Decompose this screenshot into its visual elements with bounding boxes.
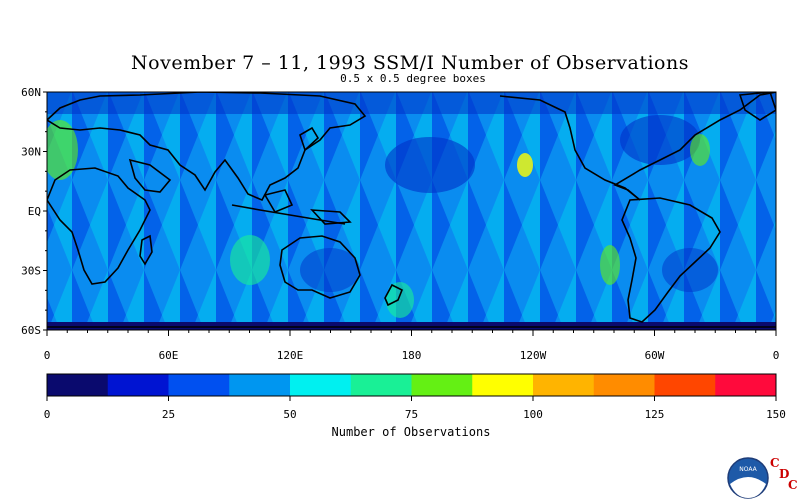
- madagascar-coast: [139, 234, 153, 266]
- colorbar-tick-label: 125: [645, 408, 665, 421]
- colorbar-swatch: [411, 374, 473, 396]
- lon-label: 180: [402, 349, 422, 362]
- page-title: November 7 – 11, 1993 SSM/I Number of Ob…: [131, 52, 689, 74]
- colorbar-tick-label: 25: [162, 408, 175, 421]
- colorbar-swatch: [107, 374, 169, 396]
- noaa-logo: NOAA: [727, 457, 769, 499]
- colorbar: [46, 373, 777, 397]
- colorbar-swatch: [229, 374, 291, 396]
- colorbar-tick-label: 75: [405, 408, 418, 421]
- longitude-ticks: [46, 330, 777, 336]
- lat-label: 60N: [21, 86, 41, 99]
- colorbar-swatch: [593, 374, 655, 396]
- lon-label: 120W: [520, 349, 547, 362]
- observation-field: [47, 92, 776, 330]
- colorbar-swatch: [533, 374, 595, 396]
- page-subtitle: 0.5 x 0.5 degree boxes: [340, 72, 486, 85]
- lon-label: 60W: [645, 349, 665, 362]
- lon-label: 0: [44, 349, 51, 362]
- borneo-coast: [263, 189, 294, 214]
- new-guinea-coast: [310, 209, 352, 225]
- lat-label: EQ: [28, 205, 41, 218]
- longitude-labels: 0 60E 120E 180 120W 60W 0: [44, 349, 780, 362]
- colorbar-tick-label: 0: [44, 408, 51, 421]
- cdc-letter-2: D: [779, 467, 790, 481]
- lat-label: 30N: [21, 146, 41, 159]
- colorbar-swatch: [350, 374, 412, 396]
- australia-coast: [279, 235, 361, 299]
- lon-label: 120E: [277, 349, 304, 362]
- noaa-logo-text: NOAA: [739, 466, 757, 473]
- africa-coast: [47, 167, 151, 285]
- cdc-letter-3: C: [788, 478, 798, 492]
- latitude-labels: 60N 30N EQ 30S 60S: [21, 86, 41, 337]
- colorbar-swatch: [47, 374, 109, 396]
- arabia-coast: [128, 158, 172, 193]
- colorbar-tick-label: 50: [283, 408, 296, 421]
- colorbar-swatch: [654, 374, 716, 396]
- colorbar-swatch: [715, 374, 777, 396]
- lat-label: 60S: [21, 324, 41, 337]
- cdc-letter-1: C: [770, 456, 780, 470]
- new-zealand-coast: [384, 283, 404, 307]
- south-america-coast: [621, 197, 721, 323]
- colorbar-swatch: [472, 374, 534, 396]
- colorbar-swatch: [168, 374, 230, 396]
- lon-label: 0: [773, 349, 780, 362]
- colorbar-tick-label: 100: [523, 408, 543, 421]
- lon-label: 60E: [159, 349, 179, 362]
- colorbar-tick-label: 150: [766, 408, 786, 421]
- japan-coast: [299, 126, 320, 152]
- colorbar-ticks: 0 25 50 75 100 125 150: [44, 396, 786, 421]
- north-america-coast: [499, 92, 776, 201]
- lat-label: 30S: [21, 265, 41, 278]
- indonesia-coast: [231, 204, 346, 225]
- latitude-ticks: [43, 91, 47, 331]
- colorbar-label: Number of Observations: [332, 425, 491, 439]
- colorbar-swatch: [290, 374, 352, 396]
